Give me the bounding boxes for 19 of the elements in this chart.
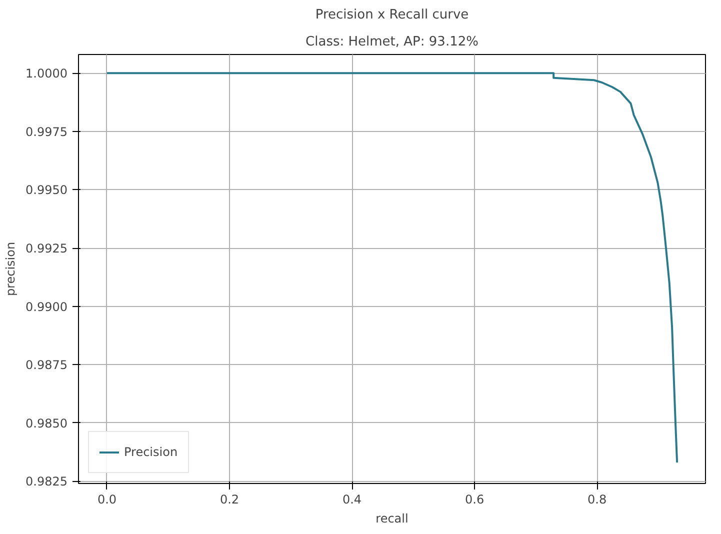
x-axis-title: recall bbox=[376, 512, 408, 526]
y-tick-label: 0.9900 bbox=[26, 300, 68, 314]
y-tick-label: 1.0000 bbox=[26, 66, 68, 81]
x-tick-label: 0.0 bbox=[97, 492, 117, 506]
x-tick-label: 0.6 bbox=[465, 492, 484, 506]
y-tick-label: 0.9850 bbox=[26, 416, 68, 430]
x-tick-label: 0.2 bbox=[220, 492, 240, 506]
line-series bbox=[106, 72, 678, 464]
x-tick-label: 0.4 bbox=[342, 492, 362, 506]
legend-label: Precision bbox=[124, 445, 178, 459]
chart-subtitle: Class: Helmet, AP: 93.12% bbox=[306, 34, 478, 50]
x-tick-label: 0.8 bbox=[588, 492, 607, 506]
y-tick-label: 0.9925 bbox=[26, 242, 68, 256]
y-tick-label: 0.9825 bbox=[26, 474, 68, 489]
y-tick-label: 0.9875 bbox=[26, 358, 68, 372]
y-tick-label: 0.9975 bbox=[26, 124, 68, 139]
y-tick-label: 0.9950 bbox=[26, 183, 68, 198]
chart-title: Precision x Recall curve bbox=[315, 8, 469, 22]
y-axis-title: precision bbox=[4, 242, 18, 296]
